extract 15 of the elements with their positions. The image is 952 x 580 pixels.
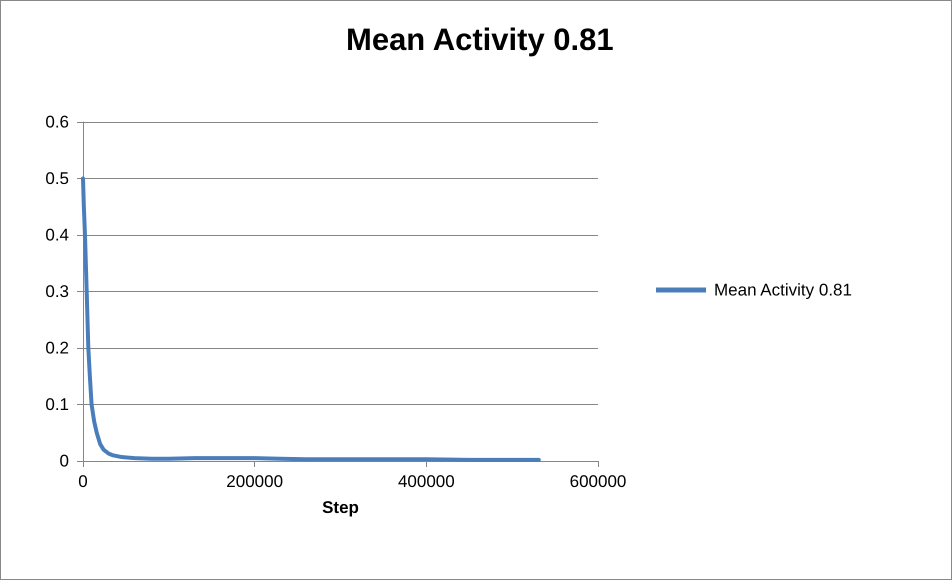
y-tick-label: 0.3 (45, 282, 69, 301)
line-series (81, 176, 541, 462)
x-tick-label: 200000 (226, 472, 284, 491)
y-tick-label: 0.4 (45, 226, 69, 244)
y-tick-label: 0.5 (45, 169, 69, 188)
y-tick-label: 0.1 (45, 395, 69, 414)
y-tick-label: 0.2 (45, 338, 69, 358)
legend-label: Mean Activity 0.81 (714, 280, 852, 300)
x-tick-label: 400000 (398, 472, 455, 491)
y-tick-label: 0 (60, 452, 69, 470)
y-tick-label: 0.6 (45, 112, 69, 132)
x-axis-title: Step (322, 498, 359, 517)
x-tick-label: 600000 (570, 472, 626, 491)
chart-title: Mean Activity 0.81 (346, 22, 614, 57)
x-tick-label: 0 (78, 472, 88, 491)
